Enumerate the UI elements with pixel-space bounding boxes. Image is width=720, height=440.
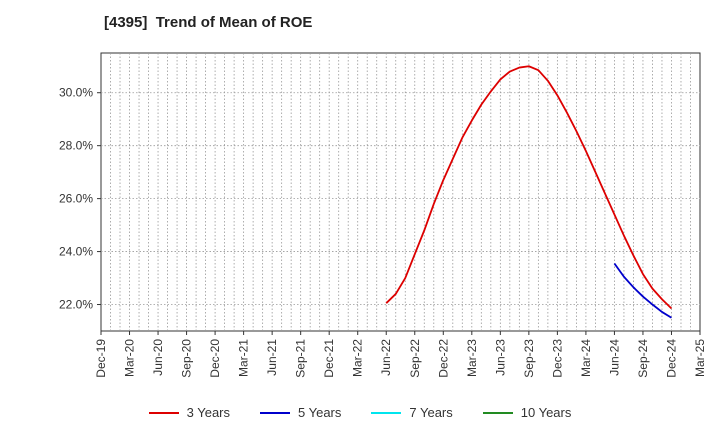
x-tick-label: Sep-22 xyxy=(408,339,422,378)
x-axis-labels: Dec-19 Mar-20 Jun-20 Sep-20 Dec-20 Mar-21 Jun-… xyxy=(94,331,707,378)
grid-lines xyxy=(101,53,700,331)
x-tick-label: Mar-21 xyxy=(237,339,251,377)
chart-title: [4395] Trend of Mean of ROE xyxy=(104,14,313,31)
x-tick-label: Dec-20 xyxy=(208,339,222,378)
y-tick-label: 22.0% xyxy=(59,298,93,312)
legend-item: 7 Years xyxy=(371,405,453,420)
legend-swatch xyxy=(148,411,179,414)
legend-label: 7 Years xyxy=(409,405,453,420)
y-axis-labels: 22.0% 24.0% 26.0% 28.0% 30.0% xyxy=(59,86,101,312)
x-tick-label: Sep-21 xyxy=(294,339,308,378)
x-tick-label: Dec-19 xyxy=(94,339,108,378)
x-tick-label: Jun-24 xyxy=(607,339,621,376)
x-tick-label: Mar-22 xyxy=(351,339,365,377)
legend-label: 3 Years xyxy=(186,405,230,420)
series-layer xyxy=(385,65,673,319)
series-line-3-years xyxy=(385,65,673,310)
x-tick-label: Mar-23 xyxy=(465,339,479,377)
y-tick-label: 26.0% xyxy=(59,192,93,206)
x-tick-label: Sep-24 xyxy=(636,339,650,378)
legend-item: 10 Years xyxy=(482,405,572,420)
plot-area xyxy=(100,52,701,332)
x-tick-label: Dec-21 xyxy=(322,339,336,378)
x-tick-label: Dec-22 xyxy=(436,339,450,378)
legend-swatch xyxy=(260,411,290,414)
legend-swatch xyxy=(482,411,513,414)
x-tick-label: Dec-23 xyxy=(550,339,564,378)
x-tick-label: Mar-24 xyxy=(579,339,593,377)
x-tick-label: Dec-24 xyxy=(664,339,678,378)
y-tick-label: 28.0% xyxy=(59,139,93,153)
x-tick-label: Mar-25 xyxy=(693,339,707,377)
x-tick-label: Jun-22 xyxy=(379,339,393,376)
y-tick-label: 24.0% xyxy=(59,245,93,259)
legend-swatch xyxy=(371,411,402,414)
x-tick-label: Jun-23 xyxy=(493,339,507,376)
legend-label: 10 Years xyxy=(520,405,572,420)
legend-item: 5 Years xyxy=(260,405,341,420)
legend-item: 3 Years xyxy=(148,405,230,420)
x-tick-label: Sep-20 xyxy=(180,339,194,378)
x-tick-label: Mar-20 xyxy=(123,339,137,377)
legend-label: 5 Years xyxy=(298,405,342,420)
x-tick-label: Sep-23 xyxy=(522,339,536,378)
series-line-5-years xyxy=(613,262,672,319)
legend: 3 Years 5 Years 7 Years 10 Years xyxy=(0,405,720,420)
y-tick-label: 30.0% xyxy=(59,86,93,100)
x-tick-label: Jun-21 xyxy=(265,339,279,376)
x-tick-label: Jun-20 xyxy=(151,339,165,376)
